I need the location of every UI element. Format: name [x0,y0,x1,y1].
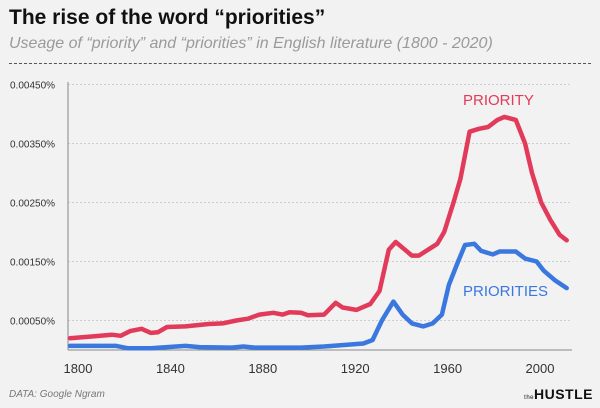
x-tick-label: 1960 [433,361,462,376]
x-tick-label: 1800 [64,361,93,376]
data-source: DATA: Google Ngram [9,389,105,400]
series-line-priority [67,114,569,341]
y-tick-label: 0.00450% [10,81,55,92]
y-tick-label: 0.00150% [10,258,55,269]
hustle-logo: theHUSTLE [524,386,593,402]
x-tick-label: 1880 [248,361,277,376]
series-line-priorities [67,241,569,351]
y-tick-label: 0.00350% [10,140,55,151]
y-tick-label: 0.00250% [10,199,55,210]
y-tick-label: 0.00050% [10,317,55,328]
chart-title: The rise of the word “priorities” [9,6,326,29]
x-tick-label: 2000 [526,361,555,376]
series-label-priority: PRIORITY [463,92,534,109]
x-tick-label: 1920 [341,361,370,376]
chart-subtitle: Useage of “priority” and “priorities” in… [9,35,493,52]
divider [9,63,591,64]
series-label-priorities: PRIORITIES [463,283,548,300]
x-tick-label: 1840 [156,361,185,376]
